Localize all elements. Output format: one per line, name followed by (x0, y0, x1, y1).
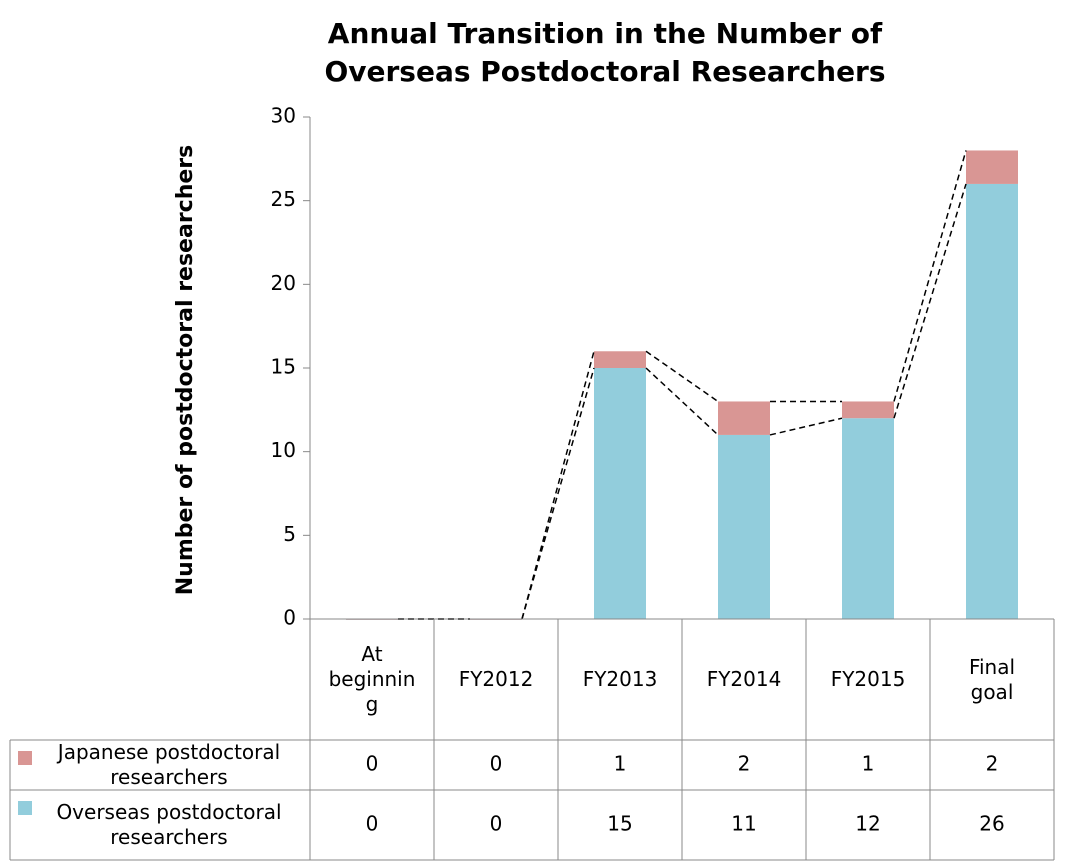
table-value: 0 (366, 812, 379, 836)
y-tick-label: 5 (283, 522, 296, 546)
legend-swatch (18, 751, 32, 765)
table-value: 26 (979, 812, 1004, 836)
category-label: FY2014 (706, 667, 782, 691)
series-line (521, 351, 595, 620)
y-axis-label: Number of postdoctoral researchers (173, 145, 198, 595)
category-label: FY2015 (830, 667, 906, 691)
series-line (769, 417, 843, 436)
legend-label-box: Overseas postdoctoral researchers (56, 800, 282, 849)
y-tick-label: 0 (283, 606, 296, 630)
title-box: Annual Transition in the Number of Overs… (324, 16, 886, 88)
legend-label: Japanese postdoctoral researchers (57, 740, 281, 789)
series-line (521, 367, 595, 620)
category-label-box: FY2014 (706, 667, 782, 691)
category-label-box: Final goal (968, 654, 1016, 704)
table-value: 2 (986, 752, 999, 776)
y-tick-label: 20 (271, 271, 296, 295)
bar (594, 351, 646, 368)
table-value: 1 (862, 752, 875, 776)
legend-label-box: Japanese postdoctoral researchers (57, 740, 281, 789)
table-value: 0 (490, 752, 503, 776)
category-label: FY2013 (582, 667, 658, 691)
y-tick-label: 10 (271, 438, 296, 462)
category-label: Final goal (968, 654, 1016, 704)
category-label-box: FY2012 (458, 667, 534, 691)
table-value: 15 (607, 812, 632, 836)
series-line (893, 150, 967, 402)
bar (718, 434, 770, 619)
legend-label: Overseas postdoctoral researchers (56, 800, 282, 849)
category-label-box: FY2015 (830, 667, 906, 691)
category-label-box: FY2013 (582, 667, 658, 691)
bar (842, 418, 894, 619)
series-line (645, 367, 719, 436)
table-value: 1 (614, 752, 627, 776)
bar (842, 401, 894, 419)
y-tick-label: 15 (271, 355, 296, 379)
category-label-box: At beginning (328, 642, 416, 716)
bar (594, 368, 646, 619)
category-label: FY2012 (458, 667, 534, 691)
category-label: At beginning (328, 642, 416, 716)
series-line (645, 350, 719, 403)
y-tick-label: 30 (271, 104, 296, 128)
table-value: 2 (738, 752, 751, 776)
bar (718, 401, 770, 435)
chart-title: Annual Transition in the Number of Overs… (324, 16, 886, 88)
table-value: 0 (490, 812, 503, 836)
bar (966, 183, 1018, 619)
bar (966, 150, 1018, 184)
y-tick-label: 25 (271, 187, 296, 211)
table-value: 11 (731, 812, 756, 836)
table-value: 12 (855, 812, 880, 836)
series-line (893, 183, 967, 419)
legend-swatch (18, 801, 32, 815)
table-value: 0 (366, 752, 379, 776)
